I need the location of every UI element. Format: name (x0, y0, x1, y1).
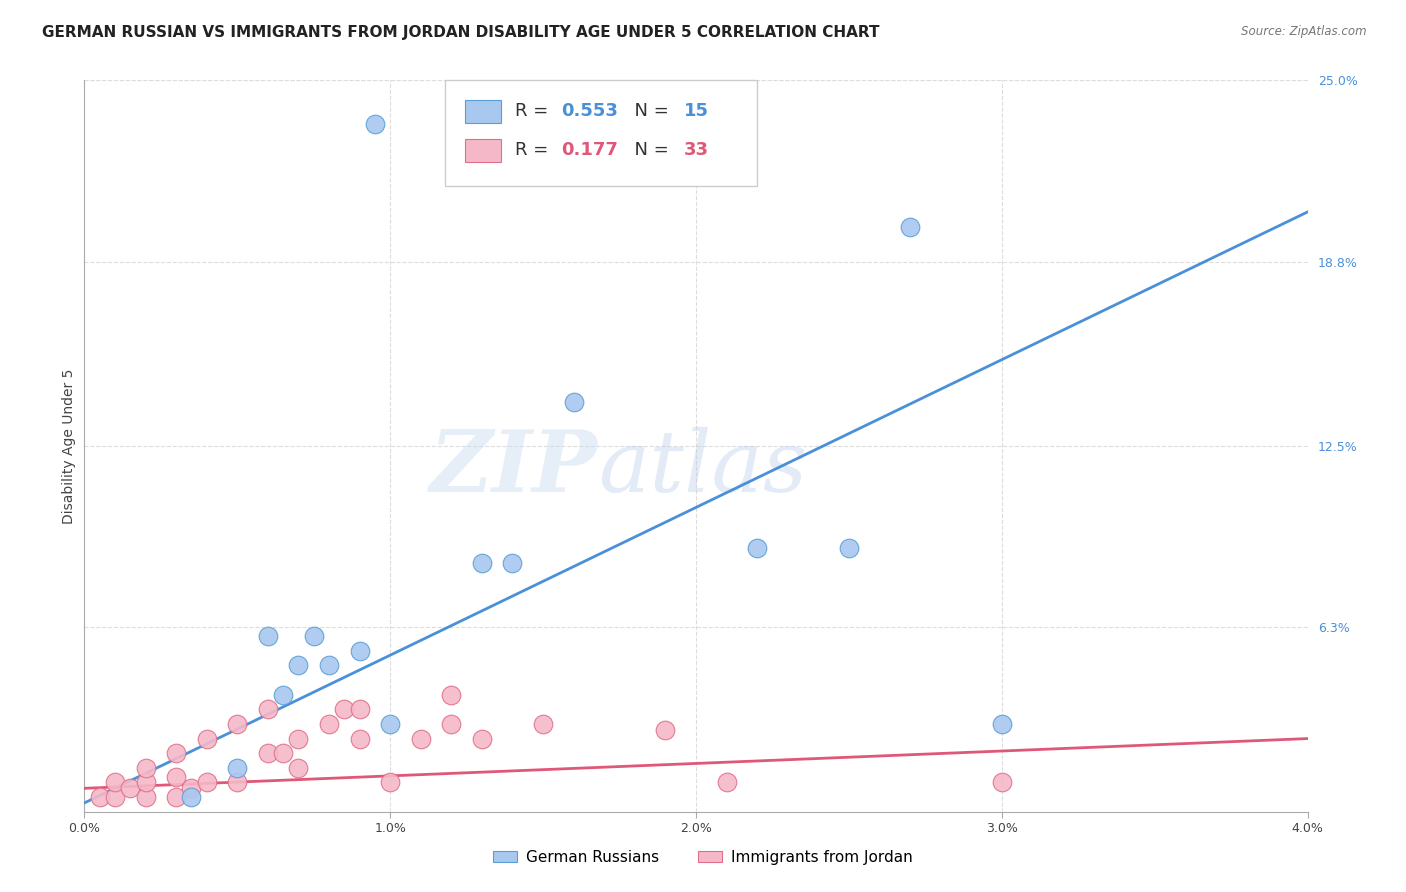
FancyBboxPatch shape (465, 100, 502, 123)
Point (135, 761, 157, 775)
Point (991, 717, 1014, 731)
Point (991, 775, 1014, 789)
Point (318, 717, 340, 731)
Point (287, 761, 309, 775)
Legend: German Russians, Immigrants from Jordan: German Russians, Immigrants from Jordan (486, 844, 920, 871)
Point (226, 775, 249, 789)
Point (257, 746, 280, 760)
Point (349, 644, 371, 658)
Point (654, 723, 676, 737)
Point (471, 556, 494, 570)
Point (89, 790, 111, 805)
Point (226, 717, 249, 731)
Point (135, 775, 157, 789)
Point (333, 702, 356, 716)
FancyBboxPatch shape (465, 139, 502, 162)
Point (440, 717, 463, 731)
Point (271, 746, 294, 760)
FancyBboxPatch shape (446, 80, 758, 186)
Point (180, 790, 202, 805)
Text: ZIP: ZIP (430, 426, 598, 509)
Point (165, 790, 187, 805)
Text: Source: ZipAtlas.com: Source: ZipAtlas.com (1241, 25, 1367, 38)
Point (380, 775, 402, 789)
Point (165, 746, 187, 760)
Text: atlas: atlas (598, 426, 807, 509)
Point (302, 629, 325, 643)
Point (226, 761, 249, 775)
Point (318, 658, 340, 673)
Point (104, 775, 127, 789)
Point (471, 731, 494, 746)
Point (502, 556, 524, 570)
Point (180, 781, 202, 796)
Point (380, 717, 402, 731)
Point (838, 541, 860, 556)
Point (531, 717, 554, 731)
Point (271, 688, 294, 702)
Point (440, 688, 463, 702)
Point (195, 731, 218, 746)
Point (409, 731, 432, 746)
Text: 0.553: 0.553 (561, 102, 619, 120)
Point (287, 731, 309, 746)
Point (562, 395, 585, 409)
Text: 33: 33 (683, 141, 709, 159)
Point (364, 117, 387, 131)
Text: GERMAN RUSSIAN VS IMMIGRANTS FROM JORDAN DISABILITY AGE UNDER 5 CORRELATION CHAR: GERMAN RUSSIAN VS IMMIGRANTS FROM JORDAN… (42, 25, 880, 40)
Point (195, 775, 218, 789)
Point (287, 658, 309, 673)
Point (257, 702, 280, 716)
Text: N =: N = (623, 102, 673, 120)
Y-axis label: Disability Age Under 5: Disability Age Under 5 (62, 368, 76, 524)
Text: 15: 15 (683, 102, 709, 120)
Text: R =: R = (515, 141, 560, 159)
Point (165, 770, 187, 784)
Point (349, 702, 371, 716)
Point (349, 731, 371, 746)
Point (716, 775, 738, 789)
Point (135, 790, 157, 805)
Point (104, 790, 127, 805)
Point (257, 629, 280, 643)
Point (120, 781, 142, 796)
Point (898, 219, 921, 234)
Text: N =: N = (623, 141, 673, 159)
Text: 0.177: 0.177 (561, 141, 619, 159)
Text: R =: R = (515, 102, 554, 120)
Point (747, 541, 769, 556)
